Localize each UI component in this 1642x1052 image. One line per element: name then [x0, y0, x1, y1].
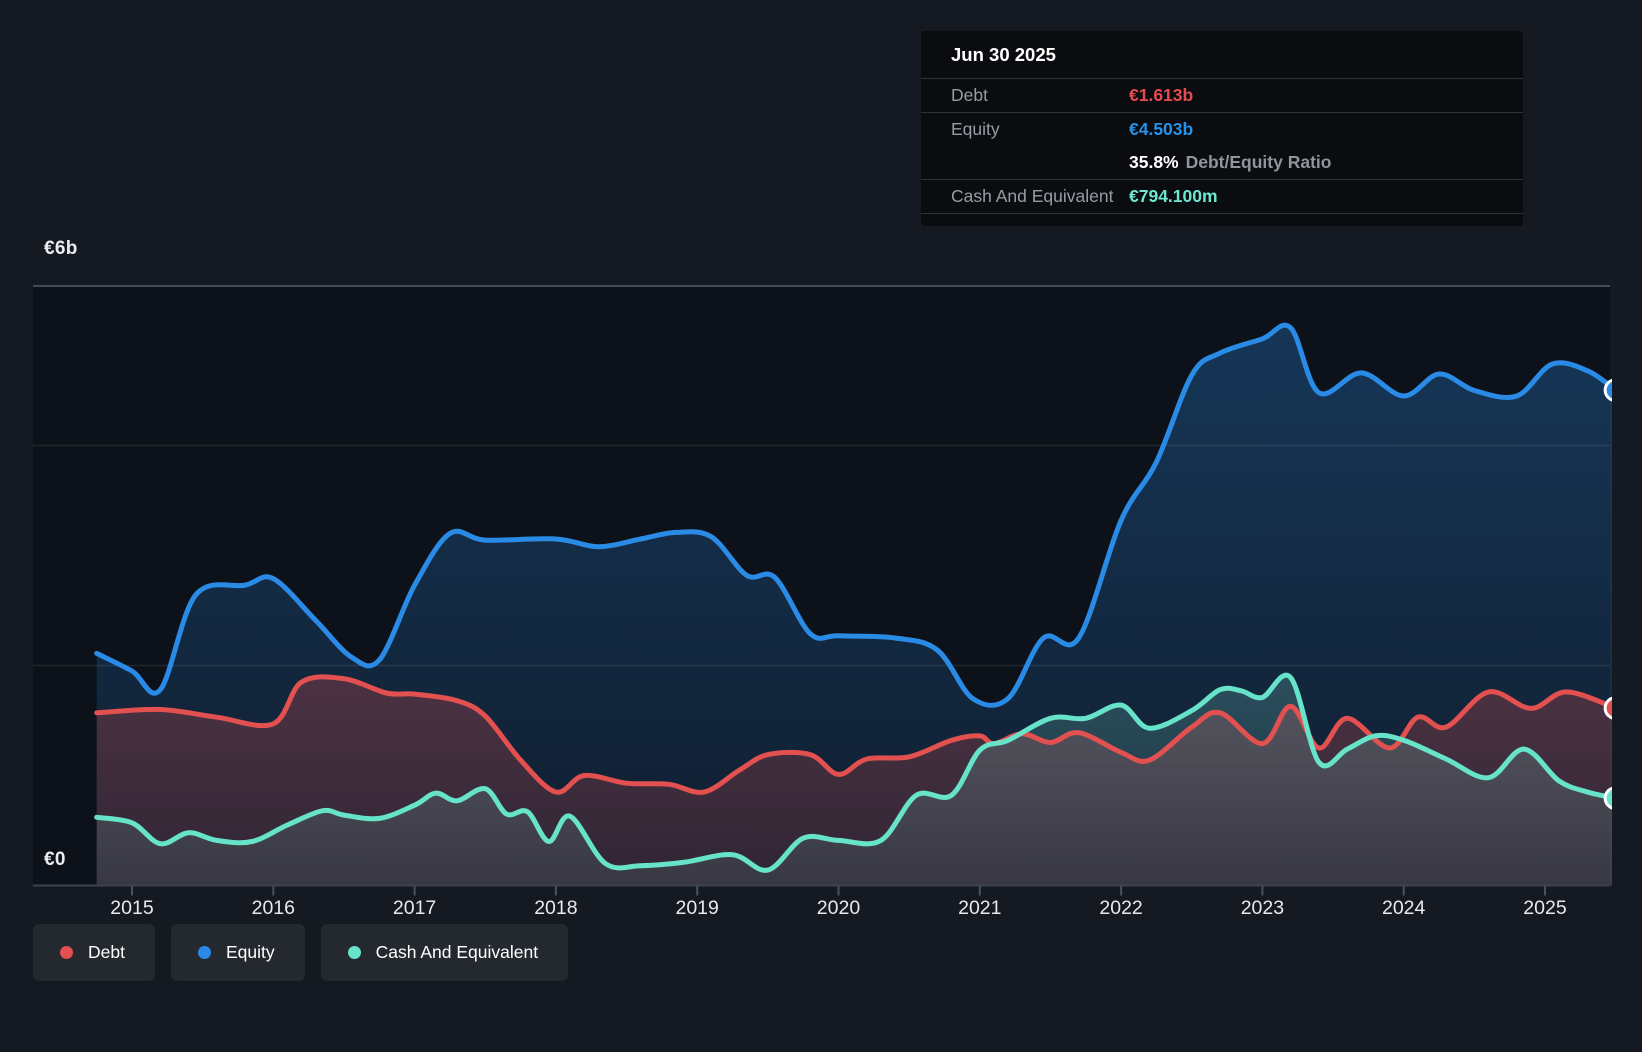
x-axis: 2015 2016 2017 2018 2019 2020 2021 2022 2023 2024…: [0, 897, 1642, 927]
tooltip-row-equity: Equity €4.503b: [921, 113, 1523, 146]
x-axis-year-label: 2023: [1240, 897, 1285, 919]
legend-debt-label: Debt: [88, 942, 125, 962]
x-axis-year-label: 2015: [110, 897, 154, 919]
tooltip-debt-value: €1.613b: [1129, 85, 1194, 105]
y-axis-label-0: €0: [44, 849, 66, 870]
tooltip-cash-label: Cash And Equivalent: [951, 186, 1114, 206]
legend-pill-cash[interactable]: Cash And Equivalent: [320, 924, 569, 981]
x-axis-year-label: 2024: [1381, 897, 1426, 919]
x-axis-year-label: 2021: [958, 897, 1002, 919]
x-axis-year-label: 2020: [816, 897, 861, 919]
legend-equity-dot-icon: [197, 946, 211, 959]
tooltip-ratio-label: Debt/Equity Ratio: [1185, 152, 1332, 172]
x-axis-year-label: 2022: [1099, 897, 1143, 919]
legend-cash-dot-icon: [347, 946, 361, 959]
x-axis-year-label: 2016: [251, 897, 295, 919]
legend-debt-dot-icon: [60, 946, 73, 959]
legend-equity-label: Equity: [225, 942, 275, 962]
tooltip-date: Jun 30 2025: [921, 31, 1523, 79]
legend-pill-equity[interactable]: Equity: [170, 924, 305, 981]
chart-tooltip: Jun 30 2025 Debt €1.613b Equity €4.503b …: [921, 31, 1523, 226]
tooltip-debt-label: Debt: [951, 85, 988, 105]
x-axis-year-label: 2017: [392, 897, 437, 919]
tooltip-equity-value: €4.503b: [1129, 119, 1194, 139]
tooltip-ratio-value: 35.8%: [1129, 152, 1179, 172]
tooltip-row-debt: Debt €1.613b: [921, 79, 1523, 113]
chart-legend: Debt Equity Cash And Equivalent: [33, 924, 569, 981]
x-axis-year-label: 2018: [534, 897, 578, 919]
tooltip-equity-label: Equity: [951, 119, 1000, 139]
x-axis-year-label: 2019: [675, 897, 719, 919]
legend-pill-debt[interactable]: Debt: [33, 924, 155, 981]
legend-cash-label: Cash And Equivalent: [375, 942, 539, 962]
tooltip-cash-value: €794.100m: [1129, 186, 1218, 206]
tooltip-row-cash: Cash And Equivalent €794.100m: [921, 180, 1523, 214]
x-axis-year-label: 2025: [1523, 897, 1567, 919]
tooltip-row-ratio: 35.8% Debt/Equity Ratio: [921, 146, 1523, 180]
y-axis-label-6b: €6b: [44, 238, 78, 259]
